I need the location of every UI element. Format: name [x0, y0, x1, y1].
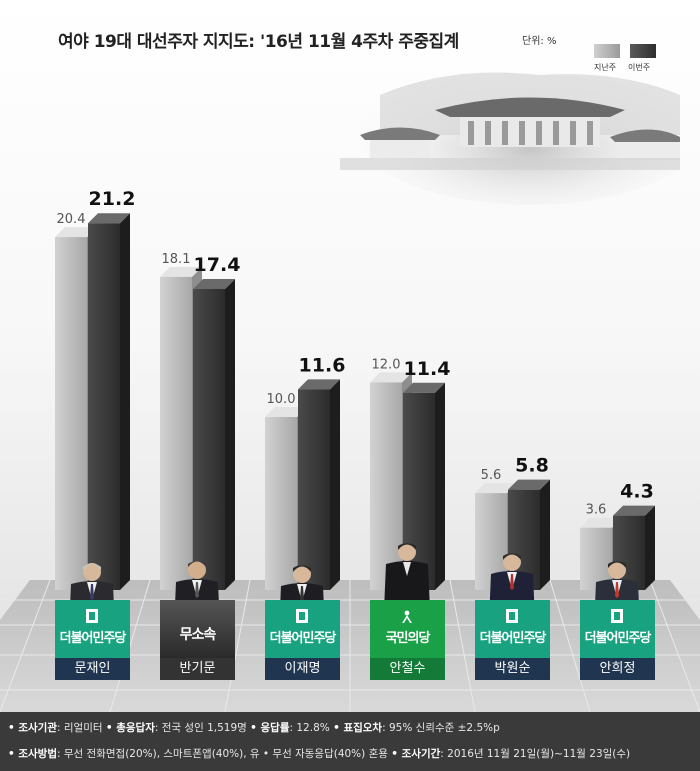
party-badge-park: 더불어민주당	[475, 600, 550, 658]
party-name: 더불어민주당	[59, 631, 127, 646]
party-name: 무소속	[179, 627, 217, 643]
legend-current-label: 이번주	[628, 63, 651, 72]
bar-current-1	[193, 278, 235, 590]
bar-side	[120, 213, 130, 591]
bar-top	[298, 379, 340, 390]
footer-key: • 조사방법	[8, 748, 58, 760]
party-badge-lee: 더불어민주당	[265, 600, 340, 658]
party-badge-ahn-hj: 더불어민주당	[580, 600, 655, 658]
party-badge-ahn-cs: 국민의당	[370, 600, 445, 658]
bar-front	[298, 389, 330, 590]
value-label-previous-4: 5.6	[481, 468, 502, 483]
footer-value: : 95% 신뢰수준 ±2.5%p	[382, 722, 500, 734]
democratic-party-logo-icon	[296, 609, 308, 623]
footer-value: : 전국 성인 1,519명	[154, 722, 251, 734]
bar-side	[645, 505, 655, 590]
chart-title: 여야 19대 대선주자 지지도: '16년 11월 4주차 주중집계	[58, 32, 459, 52]
party-name: 더불어민주당	[269, 631, 337, 646]
value-label-previous-3: 12.0	[372, 357, 401, 372]
bar-front	[88, 223, 120, 591]
bar-chart: 20.421.2 18.1 17.4 10.0 11.6 12.0 11.4 5.6 5.8 3.…	[55, 188, 655, 591]
party-name: 국민의당	[385, 631, 431, 646]
peoples-party-logo-icon	[402, 610, 412, 623]
footer-value: : 2016년 11월 21일(월)~11월 23일(수)	[440, 748, 631, 760]
footer-line-1: • 조사기관: 리얼미터 • 총응답자: 전국 성인 1,519명 • 응답률:…	[8, 720, 500, 735]
value-label-current-5: 4.3	[620, 481, 654, 503]
legend-previous-swatch	[594, 44, 620, 58]
bar-side	[540, 479, 550, 590]
value-label-previous-2: 10.0	[267, 392, 296, 407]
bar-front	[160, 276, 192, 590]
party-badge-ban: 무소속	[160, 600, 235, 658]
bar-top	[475, 483, 517, 494]
democratic-party-logo-icon	[611, 609, 623, 623]
party-name: 더불어민주당	[479, 631, 547, 646]
unit-label: 단위: %	[522, 36, 557, 47]
footer-value: : 12.8%	[289, 722, 334, 734]
footer-key: • 표집오차	[333, 722, 383, 734]
bar-front	[193, 288, 225, 590]
value-label-current-1: 17.4	[194, 254, 241, 276]
legend-current-swatch	[630, 44, 656, 58]
footer-value: : 리얼미터	[57, 722, 106, 734]
bar-top	[580, 517, 622, 528]
democratic-party-logo-icon	[86, 609, 98, 623]
candidate-name-ahn-cs: 안철수	[370, 658, 445, 680]
bar-current-2	[298, 379, 340, 590]
democratic-party-logo-icon	[506, 609, 518, 623]
bar-side	[435, 382, 445, 590]
candidate-name-ban: 반기문	[160, 658, 235, 680]
footer-value: : 무선 전화면접(20%), 스마트폰앱(40%), 유 • 무선 자동응답(…	[57, 748, 392, 760]
bar-top	[613, 505, 655, 516]
bar-top	[88, 213, 130, 224]
bar-front	[265, 417, 297, 590]
bar-top	[265, 407, 307, 417]
bar-side	[225, 278, 235, 590]
value-label-previous-1: 18.1	[162, 252, 191, 267]
footer-line-2: • 조사방법: 무선 전화면접(20%), 스마트폰앱(40%), 유 • 무선…	[8, 746, 630, 761]
value-label-current-0: 21.2	[89, 188, 136, 210]
survey-footer: • 조사기관: 리얼미터 • 총응답자: 전국 성인 1,519명 • 응답률:…	[0, 712, 700, 771]
value-label-current-4: 5.8	[515, 455, 549, 477]
footer-key: • 조사기간	[391, 748, 441, 760]
bar-top	[403, 382, 445, 393]
footer-key: • 조사기관	[8, 722, 58, 734]
value-label-current-3: 11.4	[404, 358, 451, 380]
value-label-previous-5: 3.6	[586, 503, 607, 518]
candidate-name-moon: 문재인	[55, 658, 130, 680]
bar-top	[193, 278, 235, 289]
footer-key: • 응답률	[250, 722, 290, 734]
bar-top	[370, 372, 412, 383]
legend-previous-label: 지난주	[594, 63, 617, 72]
bar-top	[55, 227, 97, 238]
bar-front	[370, 382, 402, 590]
value-label-previous-0: 20.4	[57, 212, 86, 227]
bar-front	[580, 527, 612, 590]
bar-side	[330, 379, 340, 590]
party-name: 더불어민주당	[584, 631, 652, 646]
bar-current-0	[88, 213, 130, 591]
value-label-current-2: 11.6	[299, 354, 346, 376]
bar-top	[160, 266, 202, 277]
bar-top	[508, 479, 550, 490]
candidate-name-lee: 이재명	[265, 658, 340, 680]
bar-front	[55, 237, 87, 590]
candidate-name-park: 박원순	[475, 658, 550, 680]
blue-house-illustration	[340, 65, 680, 205]
footer-key: • 총응답자	[105, 722, 155, 734]
candidate-name-ahn-hj: 안희정	[580, 658, 655, 680]
party-badge-moon: 더불어민주당	[55, 600, 130, 658]
